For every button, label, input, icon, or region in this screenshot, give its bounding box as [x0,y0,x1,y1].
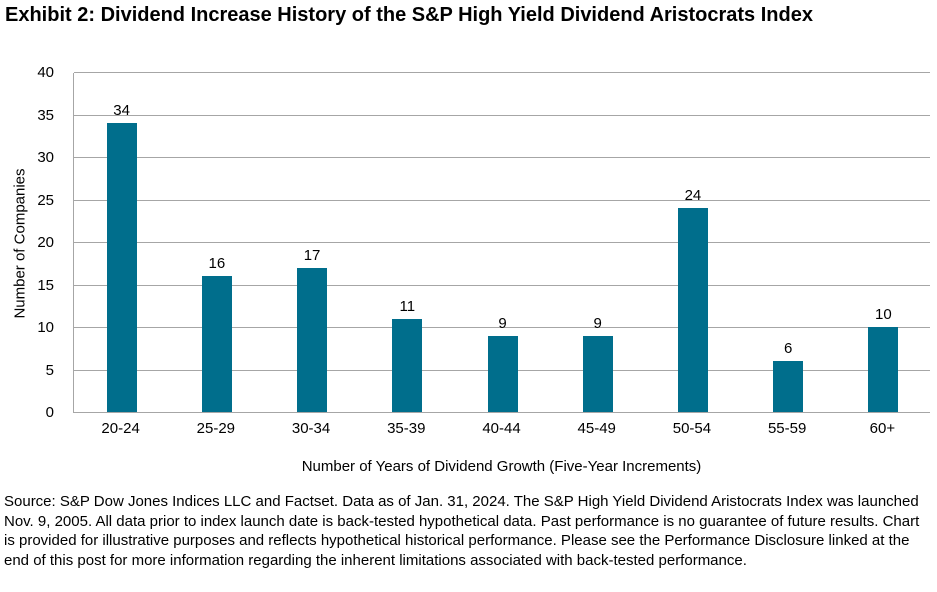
bar-value-label: 24 [684,187,702,204]
gridline [74,199,930,201]
x-category-label: 40-44 [482,420,521,437]
bar-value-label: 17 [303,246,321,264]
gridline [74,242,930,243]
y-tick-label: 20 [37,234,54,251]
plot-area: 34 16 17 11 9 9 24 6 10 [73,72,930,413]
y-tick-label: 30 [37,149,54,166]
gridline [74,114,930,116]
gridline [74,284,930,286]
y-tick-label: 0 [45,404,54,421]
y-tick-label: 40 [37,64,54,81]
bar-value-label: 34 [113,102,130,119]
bar-60+ [868,327,899,412]
x-category-label: 25-29 [196,420,236,437]
gridline [74,157,930,158]
x-category-label: 55-59 [767,420,807,437]
bar-40-44 [487,335,518,412]
bar-30-34 [297,267,328,412]
gridline [74,327,930,328]
y-tick-label: 15 [37,276,54,294]
bar-55-59 [773,361,804,412]
bar-50-54 [677,208,708,412]
y-tick-label: 25 [37,191,54,209]
bar-25-29 [201,276,232,412]
x-category-label: 45-49 [577,420,616,437]
x-axis-title: Number of Years of Dividend Growth (Five… [301,458,702,475]
bar-value-label: 9 [593,314,602,332]
bar-value-label: 10 [875,306,892,323]
bar-20-24 [106,123,137,412]
bar-35-39 [392,318,423,412]
gridline [74,72,930,73]
bar-value-label: 16 [208,255,226,272]
chart-title: Exhibit 2: Dividend Increase History of … [5,4,813,26]
bar-45-49 [582,335,613,412]
bar-value-label: 9 [498,314,507,332]
y-tick-label: 35 [37,106,54,124]
y-tick-label: 5 [45,361,54,379]
x-category-label: 30-34 [291,420,331,437]
y-tick-label: 10 [37,319,54,336]
x-category-label: 50-54 [672,420,712,437]
x-category-label: 60+ [869,420,896,437]
bar-value-label: 6 [783,340,793,357]
source-note: Source: S&P Dow Jones Indices LLC and Fa… [4,493,920,569]
x-category-label: 20-24 [101,420,140,437]
x-category-label: 35-39 [387,420,426,437]
bar-value-label: 11 [399,297,416,315]
